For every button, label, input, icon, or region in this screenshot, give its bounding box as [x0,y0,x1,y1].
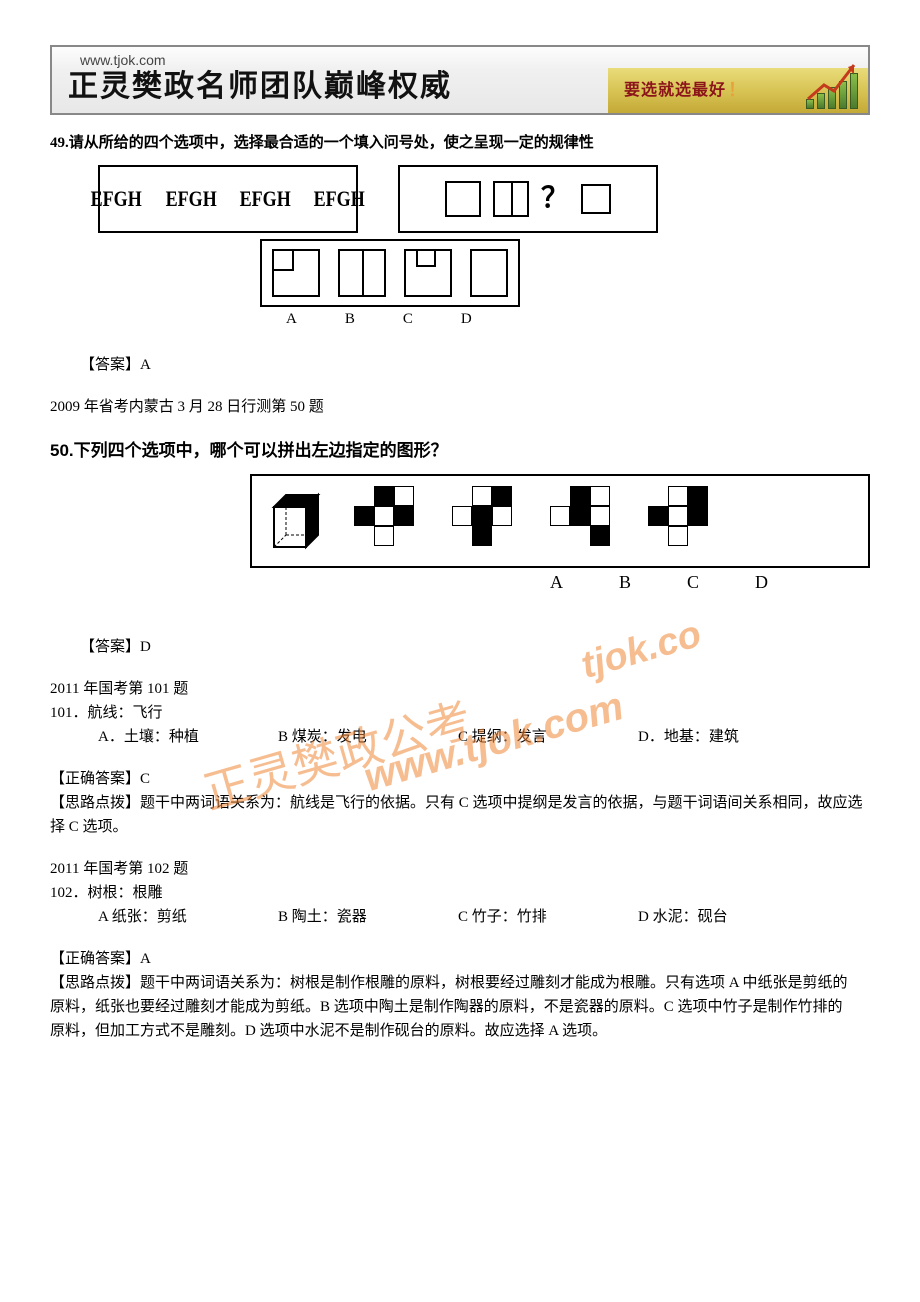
banner-arrow-icon [804,55,864,105]
q49-target-sq3 [581,184,611,214]
banner-exclaim: ！ [728,76,746,105]
q50-label-a: A [550,568,563,597]
q101-num: 101． [50,705,88,721]
q49-opt-a [272,249,320,297]
q50-label-c: C [687,568,699,597]
q101-answer-block: 【正确答案】C 【思路点拨】题干中两词语关系为：航线是飞行的依据。只有 C 选项… [50,767,870,839]
q102-explain: 【思路点拨】题干中两词语关系为：树根是制作根雕的原料，树根要经过雕刻才能成为根雕… [50,971,870,1043]
q102-block: 2011 年国考第 102 题 102．树根：根雕 A 纸张：剪纸 B 陶土：瓷… [50,857,870,929]
q49-target-panel: ？ [398,165,658,233]
q50-label-b: B [619,568,631,597]
q102-options: A 纸张：剪纸 B 陶土：瓷器 C 竹子：竹排 D 水泥：砚台 [98,905,870,929]
q49-target-sq2 [493,181,529,217]
q101-block: 2011 年国考第 101 题 101．航线：飞行 A．土壤：种植 B 煤炭：发… [50,677,870,749]
q101-source: 2011 年国考第 101 题 [50,677,870,701]
page: www.tjok.com 正灵樊政名师团队巅峰权威 要选就选最好 ！ 49.请从… [0,0,920,1302]
q101-line: 101．航线：飞行 [50,701,870,725]
q49-options-wrap [260,239,870,307]
q101-stem: 航线：飞行 [88,705,163,721]
q49-opt-c [404,249,452,297]
efgh-4: EFGH [314,181,365,216]
q102-opt-b: B 陶土：瓷器 [278,905,458,929]
q101-options: A．土壤：种植 B 煤炭：发电 C 提纲：发言 D．地基：建筑 [98,725,870,749]
q49-opt-b [338,249,386,297]
q102-opt-c: C 竹子：竹排 [458,905,638,929]
q102-opt-a: A 纸张：剪纸 [98,905,278,929]
q49-block: 49.请从所给的四个选项中，选择最合适的一个填入问号处，使之呈现一定的规律性 E… [50,131,870,377]
q101-explain: 【思路点拨】题干中两词语关系为：航线是飞行的依据。只有 C 选项中提纲是发言的依… [50,791,870,839]
q101-answer: 【正确答案】C [50,767,870,791]
q49-label-b: B [345,307,355,331]
efgh-3: EFGH [240,181,291,216]
q102-answer-block: 【正确答案】A 【思路点拨】题干中两词语关系为：树根是制作根雕的原料，树根要经过… [50,947,870,1043]
efgh-2: EFGH [165,181,216,216]
q102-opt-d: D 水泥：砚台 [638,905,818,929]
q50-stem: 50.下列四个选项中，哪个可以拼出左边指定的图形？ [50,437,870,464]
banner-slogan: 要选就选最好 [624,78,726,104]
header-banner: www.tjok.com 正灵樊政名师团队巅峰权威 要选就选最好 ！ [50,45,870,115]
q50-figure: A B C D [250,474,870,597]
q49-source-line: 2009 年省考内蒙古 3 月 28 日行测第 50 题 [50,395,870,419]
q49-answer: 【答案】A [80,353,870,377]
q50-block: 50.下列四个选项中，哪个可以拼出左边指定的图形？ [50,437,870,659]
q49-target-sq1 [445,181,481,217]
q101-opt-b: B 煤炭：发电 [278,725,458,749]
q50-label-d: D [755,568,768,597]
banner-title: 正灵樊政名师团队巅峰权威 [68,63,452,111]
q49-label-a: A [286,307,297,331]
efgh-1: EFGH [91,181,142,216]
q50-net-a [354,486,424,556]
q49-label-d: D [461,307,472,331]
q49-opt-labels: A B C D [286,307,870,331]
q50-opt-labels: A B C D [550,568,870,597]
q49-figure-row: EFGH EFGH EFGH EFGH ？ [98,165,870,233]
q101-explain-text: 题干中两词语关系为：航线是飞行的依据。只有 C 选项中提纲是发言的依据，与题干词… [50,795,863,835]
q49-stem: 49.请从所给的四个选项中，选择最合适的一个填入问号处，使之呈现一定的规律性 [50,131,870,155]
q50-net-b [452,486,522,556]
q101-explain-label: 【思路点拨】 [50,795,140,811]
q50-panel [250,474,870,568]
q50-answer: 【答案】D [80,635,870,659]
q102-answer: 【正确答案】A [50,947,870,971]
q49-source-panel: EFGH EFGH EFGH EFGH [98,165,358,233]
q50-net-c [550,486,620,556]
q101-opt-c: C 提纲：发言 [458,725,638,749]
q102-num: 102． [50,885,88,901]
q102-explain-text: 题干中两词语关系为：树根是制作根雕的原料，树根要经过雕刻才能成为根雕。只有选项 … [50,975,848,1039]
q102-line: 102．树根：根雕 [50,881,870,905]
q50-net-d [648,486,718,556]
q102-stem: 树根：根雕 [88,885,163,901]
q101-opt-d: D．地基：建筑 [638,725,818,749]
q50-cube-icon [266,491,326,551]
q101-opt-a: A．土壤：种植 [98,725,278,749]
q49-options-panel [260,239,520,307]
q49-question-mark: ？ [541,177,569,222]
q102-explain-label: 【思路点拨】 [50,975,140,991]
q49-opt-d [470,249,508,297]
q102-source: 2011 年国考第 102 题 [50,857,870,881]
q49-label-c: C [403,307,413,331]
